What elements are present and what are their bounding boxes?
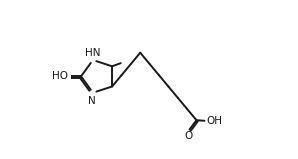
Text: HO: HO	[52, 71, 68, 81]
Text: OH: OH	[206, 116, 222, 126]
Text: HN: HN	[85, 48, 101, 58]
Text: O: O	[184, 131, 193, 141]
Text: N: N	[88, 96, 96, 106]
